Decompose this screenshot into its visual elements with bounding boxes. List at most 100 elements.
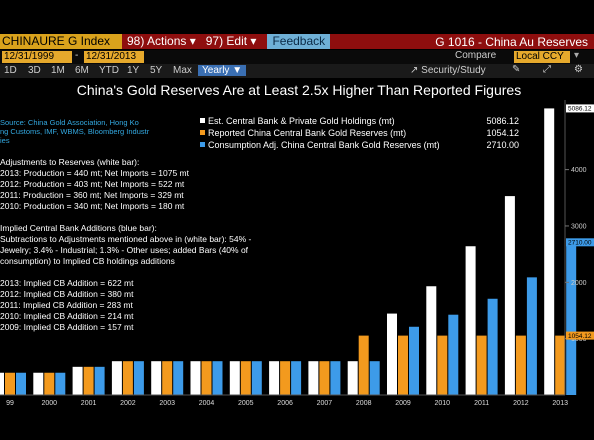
x-tick-label: 2002 bbox=[120, 400, 136, 407]
security-study-button[interactable]: ↗ Security/Study bbox=[410, 65, 486, 76]
actions-menu[interactable]: 98) Actions ▾ bbox=[127, 34, 196, 48]
x-tick-label: 2005 bbox=[238, 400, 254, 407]
range-6m[interactable]: 6M bbox=[75, 65, 89, 76]
bar-white bbox=[229, 361, 240, 395]
value-label-text: 5086.12 bbox=[568, 106, 592, 113]
gear-icon[interactable]: ⚙ bbox=[574, 64, 583, 75]
source-note: Source: China Gold Association, Hong Ko … bbox=[0, 118, 151, 145]
pencil-icon[interactable]: ✎ bbox=[512, 64, 521, 75]
note-line: 2010: Implied CB Addition = 214 mt bbox=[0, 311, 134, 321]
bar-blue bbox=[16, 372, 26, 395]
source-line-2: ng Customs, IMF, WBMS, Bloomberg Industr bbox=[0, 127, 150, 136]
start-date-field[interactable]: 12/31/1999 bbox=[2, 51, 72, 63]
bar-blue bbox=[212, 361, 223, 395]
note-line: consumption) to Implied CB holdings addi… bbox=[0, 256, 175, 266]
bar-orange bbox=[162, 361, 173, 395]
range-5y[interactable]: 5Y bbox=[150, 65, 163, 76]
note-line: 2010: Production = 340 mt; Net Imports =… bbox=[0, 201, 185, 211]
x-tick-label: 2001 bbox=[81, 400, 97, 407]
range-1y[interactable]: 1Y bbox=[127, 65, 140, 76]
bar-blue bbox=[55, 372, 66, 395]
legend: Est. Central Bank & Private Gold Holding… bbox=[200, 116, 519, 150]
bar-white bbox=[190, 361, 201, 395]
bar-white bbox=[426, 286, 437, 395]
range-3d[interactable]: 3D bbox=[28, 65, 41, 76]
bar-white bbox=[308, 361, 319, 395]
bar-orange bbox=[280, 361, 291, 395]
source-line-3: ies bbox=[0, 136, 10, 145]
bar-orange bbox=[122, 361, 133, 395]
bar-blue bbox=[369, 361, 380, 395]
compare-checkbox[interactable]: Compare bbox=[455, 50, 497, 61]
ticker-field[interactable]: CHINAURE G Index bbox=[0, 34, 122, 49]
bar-white bbox=[269, 361, 280, 395]
source-line-1: Source: China Gold Association, Hong Ko bbox=[0, 118, 139, 127]
x-tick-label: 2003 bbox=[159, 400, 175, 407]
bar-blue bbox=[448, 314, 459, 395]
value-label-box bbox=[566, 238, 594, 247]
x-tick-label: 2000 bbox=[42, 400, 58, 407]
x-tick-label: 2012 bbox=[513, 400, 529, 407]
chevron-down-icon[interactable]: ▾ bbox=[574, 50, 580, 61]
legend-label-orange: Reported China Central Bank Gold Reserve… bbox=[208, 128, 406, 138]
value-labels: 5086.12 2710.00 1054.12 bbox=[566, 104, 594, 340]
y-tick-label: 2000 bbox=[571, 280, 587, 287]
value-label-text: 2710.00 bbox=[568, 240, 592, 247]
date-separator: - bbox=[75, 50, 79, 61]
bar-blue bbox=[291, 361, 302, 395]
note-line: 2012: Implied CB Addition = 380 mt bbox=[0, 289, 134, 299]
range-1m[interactable]: 1M bbox=[51, 65, 65, 76]
bar-orange bbox=[319, 361, 330, 395]
bar-blue bbox=[133, 361, 144, 395]
bar-blue bbox=[173, 361, 184, 395]
bar-orange bbox=[555, 335, 566, 395]
bar-blue bbox=[409, 326, 419, 395]
bar-white bbox=[544, 108, 555, 396]
note-line: Adjustments to Reserves (white bar): bbox=[0, 157, 139, 167]
bars-group bbox=[0, 108, 577, 396]
currency-select[interactable]: Local CCY bbox=[514, 51, 570, 63]
note-line: Subtractions to Adjustments mentioned ab… bbox=[0, 234, 252, 244]
bar-white bbox=[0, 372, 4, 395]
bar-white bbox=[347, 361, 358, 395]
bar-white bbox=[111, 361, 122, 395]
range-1d[interactable]: 1D bbox=[4, 65, 17, 76]
note-line: 2011: Production = 360 mt; Net Imports =… bbox=[0, 190, 184, 200]
x-tick-label: 2010 bbox=[435, 400, 451, 407]
bar-blue bbox=[526, 277, 537, 395]
value-label-box bbox=[566, 331, 594, 340]
legend-value-blue: 2710.00 bbox=[486, 140, 519, 150]
range-row: 1D 3D 1M 6M YTD 1Y 5Y Max Yearly ▼ ↗ Sec… bbox=[0, 64, 594, 78]
expand-icon[interactable]: ⤢ bbox=[543, 64, 551, 75]
bar-blue bbox=[487, 298, 498, 395]
y-tick-label: 4000 bbox=[571, 167, 587, 174]
bar-orange bbox=[476, 335, 487, 395]
x-axis-ticks: 99 2000 2001 2002 2003 2004 2005 2006 2007 2008 20… bbox=[6, 400, 568, 407]
note-line: 2013: Production = 440 mt; Net Imports =… bbox=[0, 168, 190, 178]
bar-blue bbox=[251, 361, 262, 395]
x-tick-label: 99 bbox=[6, 400, 14, 407]
range-max[interactable]: Max bbox=[173, 65, 192, 76]
x-tick-label: 2013 bbox=[552, 400, 568, 407]
bar-orange bbox=[437, 335, 448, 395]
x-tick-label: 2011 bbox=[474, 400, 489, 407]
bar-orange bbox=[201, 361, 212, 395]
bar-white bbox=[72, 366, 83, 395]
legend-label-white: Est. Central Bank & Private Gold Holding… bbox=[208, 116, 395, 126]
bar-blue bbox=[94, 366, 105, 395]
note-line: Implied Central Bank Additions (blue bar… bbox=[0, 223, 157, 233]
end-date-field[interactable]: 12/31/2013 bbox=[84, 51, 144, 63]
frequency-select[interactable]: Yearly ▼ bbox=[198, 65, 247, 76]
bar-orange bbox=[83, 366, 94, 395]
range-ytd[interactable]: YTD bbox=[99, 65, 119, 76]
value-label-box bbox=[566, 104, 594, 113]
x-tick-label: 2007 bbox=[317, 400, 333, 407]
bar-orange bbox=[398, 335, 408, 395]
x-tick-label: 2006 bbox=[277, 400, 293, 407]
security-study-label: Security/Study bbox=[421, 65, 486, 76]
edit-menu[interactable]: 97) Edit ▾ bbox=[205, 34, 257, 48]
bar-orange bbox=[5, 372, 15, 395]
feedback-button[interactable]: Feedback bbox=[267, 34, 331, 49]
command-bar: CHINAURE G Index 98) Actions ▾ 97) Edit … bbox=[0, 34, 594, 49]
